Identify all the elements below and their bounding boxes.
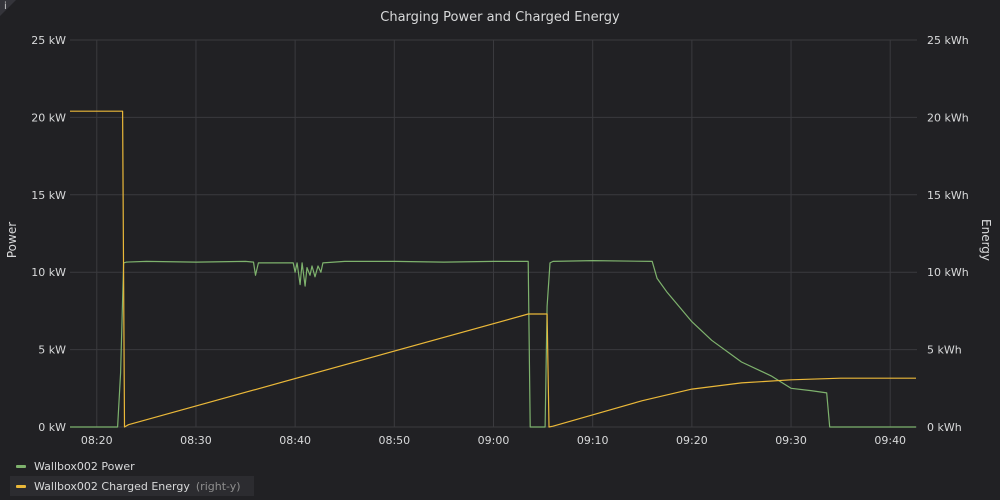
- series-line-energy: [70, 110, 916, 428]
- series-line-power: [70, 260, 916, 428]
- right-axis-label: Energy: [979, 219, 993, 261]
- x-tick-label: 08:40: [279, 434, 311, 447]
- left-tick-label: 5 kW: [38, 344, 66, 357]
- left-tick-label: 15 kW: [31, 189, 66, 202]
- legend-swatch-power: [16, 464, 26, 468]
- right-tick-label: 25 kWh: [927, 34, 969, 47]
- x-tick-label: 09:30: [775, 434, 807, 447]
- grid-vertical-lines: [96, 40, 891, 427]
- x-tick-label: 08:30: [180, 434, 212, 447]
- x-tick-label: 09:10: [577, 434, 609, 447]
- series-layer: [70, 110, 916, 428]
- left-tick-label: 25 kW: [31, 34, 66, 47]
- panel-title: Charging Power and Charged Energy: [380, 10, 620, 25]
- info-icon[interactable]: i: [4, 1, 7, 12]
- legend-suffix-right-y: (right-y): [195, 479, 241, 493]
- legend-label-power: Wallbox002 Power: [34, 459, 135, 473]
- left-axis-label: Power: [5, 222, 19, 258]
- x-tick-label: 08:50: [378, 434, 410, 447]
- left-tick-label: 10 kW: [31, 266, 66, 279]
- legend: Wallbox002 Power Wallbox002 Charged Ener…: [10, 456, 254, 496]
- chart: 0 kW 5 kW 10 kW 15 kW 20 kW 25 kW 0 kWh 5 kWh 1…: [5, 34, 993, 447]
- right-tick-label: 20 kWh: [927, 111, 969, 124]
- x-tick-label: 09:40: [874, 434, 906, 447]
- right-tick-label: 0 kWh: [927, 421, 962, 434]
- x-tick-label: 09:20: [676, 434, 708, 447]
- x-tick-label: 08:20: [81, 434, 113, 447]
- right-axis-ticks: 0 kWh 5 kWh 10 kWh 15 kWh 20 kWh 25 kWh: [927, 34, 969, 434]
- x-axis-ticks: 08:20 08:30 08:40 08:50 09:00 09:10 09:20 09:30…: [81, 434, 906, 447]
- right-tick-label: 10 kWh: [927, 266, 969, 279]
- legend-swatch-energy: [16, 484, 26, 488]
- left-axis-ticks: 0 kW 5 kW 10 kW 15 kW 20 kW 25 kW: [31, 34, 66, 434]
- x-tick-label: 09:00: [478, 434, 510, 447]
- grid-horizontal-lines: [70, 39, 917, 428]
- legend-item-energy[interactable]: Wallbox002 Charged Energy (right-y): [10, 476, 254, 496]
- left-tick-label: 20 kW: [31, 111, 66, 124]
- right-tick-label: 15 kWh: [927, 189, 969, 202]
- legend-item-power[interactable]: Wallbox002 Power: [10, 456, 254, 476]
- left-tick-label: 0 kW: [38, 421, 66, 434]
- right-tick-label: 5 kWh: [927, 344, 962, 357]
- legend-label-energy: Wallbox002 Charged Energy: [34, 479, 190, 493]
